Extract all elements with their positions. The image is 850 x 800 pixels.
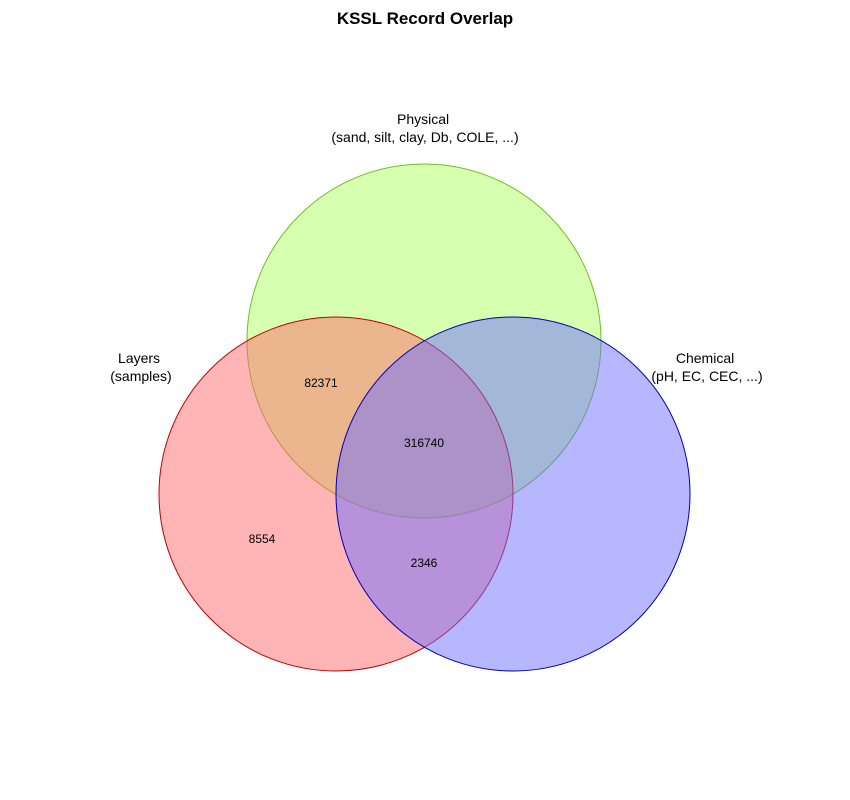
physical-set-label: Physical (sand, silt, clay, Db, COLE, ..… [331,111,518,145]
region-count-layers-only: 8554 [249,532,276,546]
chemical-set-description: (pH, EC, CEC, ...) [651,368,762,384]
layers-set-description: (samples) [110,368,171,384]
chemical-set-name: Chemical [676,350,734,366]
region-count-layers-physical: 82371 [304,376,338,390]
physical-set-description: (sand, silt, clay, Db, COLE, ...) [331,129,518,145]
layers-set-label: Layers (samples) [110,350,171,384]
layers-set-name: Layers [118,350,160,366]
region-count-layers-chemical: 2346 [411,556,438,570]
region-count-all-three: 316740 [404,436,444,450]
chemical-set-circle [335,316,691,672]
chart-title: KSSL Record Overlap [337,9,513,28]
chemical-set-label: Chemical (pH, EC, CEC, ...) [651,350,762,384]
physical-set-name: Physical [397,111,449,127]
